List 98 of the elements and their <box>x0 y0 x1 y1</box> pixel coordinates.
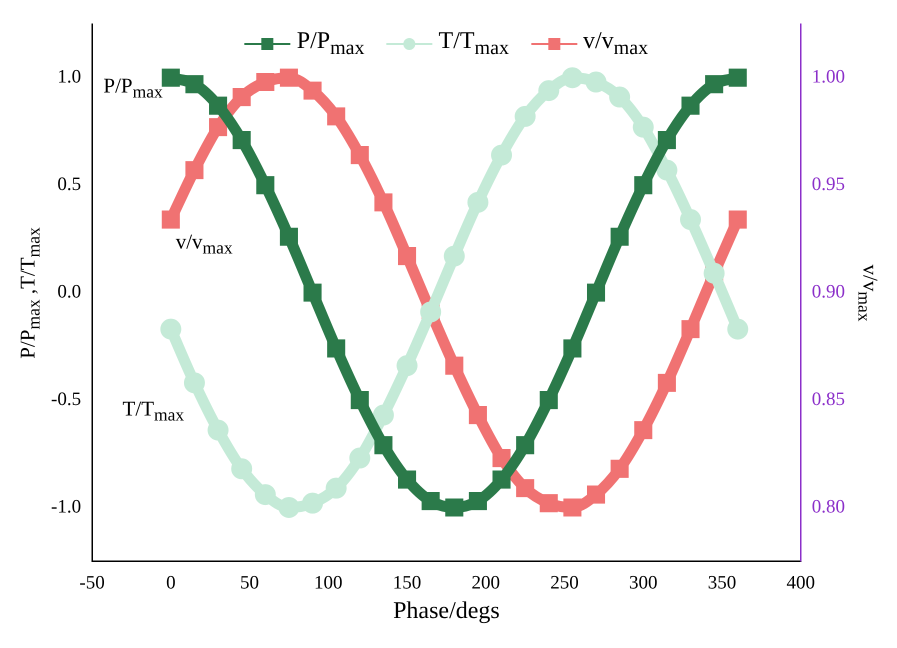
y-tick-label: -1.0 <box>51 496 82 518</box>
x-tick-label: -50 <box>79 572 105 594</box>
y2-tick-label: 0.80 <box>812 496 845 518</box>
point <box>326 478 347 499</box>
point <box>232 88 251 106</box>
x-tick-label: 50 <box>240 572 260 594</box>
point <box>162 68 180 87</box>
point <box>209 118 228 136</box>
point <box>562 67 583 88</box>
point <box>374 193 392 212</box>
y2-tick-label: 0.85 <box>812 389 845 410</box>
point <box>468 406 487 424</box>
point <box>398 470 416 489</box>
point <box>680 209 702 230</box>
point <box>160 318 182 340</box>
point <box>586 72 607 93</box>
point <box>610 228 629 246</box>
point <box>350 391 369 410</box>
point <box>467 192 488 213</box>
y-tick-label: 0.5 <box>57 174 82 196</box>
x-tick-label: 0 <box>166 572 176 594</box>
point <box>278 496 300 518</box>
point <box>185 161 204 180</box>
point <box>256 72 274 92</box>
point <box>302 492 324 514</box>
y2-tick-label: 0.95 <box>812 174 845 196</box>
point <box>538 80 560 102</box>
point <box>327 339 346 358</box>
point <box>304 284 322 302</box>
point <box>422 492 440 510</box>
point <box>516 436 534 454</box>
point <box>350 146 369 164</box>
point <box>586 486 606 504</box>
point <box>468 492 487 510</box>
y2-tick-label: 0.90 <box>812 282 845 303</box>
point <box>398 247 416 266</box>
annotation: P/P$_{max}$ <box>103 74 163 104</box>
point <box>444 246 465 267</box>
point <box>563 339 582 358</box>
point <box>540 494 558 512</box>
point <box>632 116 654 138</box>
point <box>728 210 747 229</box>
point <box>586 284 606 302</box>
point <box>609 86 630 108</box>
point <box>372 404 394 426</box>
x-tick-label: 100 <box>314 572 343 594</box>
legend-label: P/P$_{max}$ <box>296 28 365 60</box>
point <box>658 131 676 150</box>
point <box>254 484 276 506</box>
point <box>256 176 274 194</box>
point <box>728 68 747 87</box>
point <box>445 356 464 375</box>
y-tick-label: 0.0 <box>57 282 82 303</box>
point <box>209 96 228 115</box>
point <box>492 470 511 489</box>
point <box>681 96 700 115</box>
legend-label: T/T$_{max}$ <box>438 28 509 60</box>
point <box>634 421 652 440</box>
point <box>396 355 418 376</box>
annotation: v/v$_{max}$ <box>176 230 233 259</box>
y-tick-label: -0.5 <box>51 389 82 410</box>
point <box>280 68 298 87</box>
point <box>634 176 652 194</box>
x-tick-label: 150 <box>392 572 422 594</box>
point <box>162 210 180 229</box>
point <box>327 107 346 126</box>
x-axis-title: Phase/degs <box>393 598 500 625</box>
x-tick-label: 400 <box>786 572 815 594</box>
point <box>374 436 392 454</box>
point <box>231 458 252 480</box>
point <box>727 318 748 340</box>
point <box>658 374 676 392</box>
point <box>491 144 512 166</box>
point <box>681 320 700 338</box>
x-tick-label: 200 <box>472 572 500 594</box>
point <box>516 479 534 498</box>
point <box>280 228 298 246</box>
x-tick-label: 350 <box>708 572 736 594</box>
point <box>184 372 205 394</box>
point <box>304 82 322 100</box>
point <box>232 131 251 150</box>
y-tick-label: 1.0 <box>57 66 82 88</box>
point <box>656 160 678 181</box>
legend-label: v/v$_{max}$ <box>582 28 648 60</box>
y2-tick-label: 1.00 <box>812 66 845 88</box>
point <box>514 106 536 127</box>
point <box>705 75 724 94</box>
point <box>445 498 464 517</box>
x-tick-label: 300 <box>629 572 658 594</box>
point <box>208 420 229 441</box>
point <box>492 449 511 468</box>
point <box>185 75 204 94</box>
point <box>610 460 629 478</box>
x-tick-label: 250 <box>550 572 579 594</box>
point <box>349 448 370 469</box>
point <box>540 391 558 410</box>
annotation: T/T$_{max}$ <box>122 396 184 426</box>
point <box>563 498 582 517</box>
